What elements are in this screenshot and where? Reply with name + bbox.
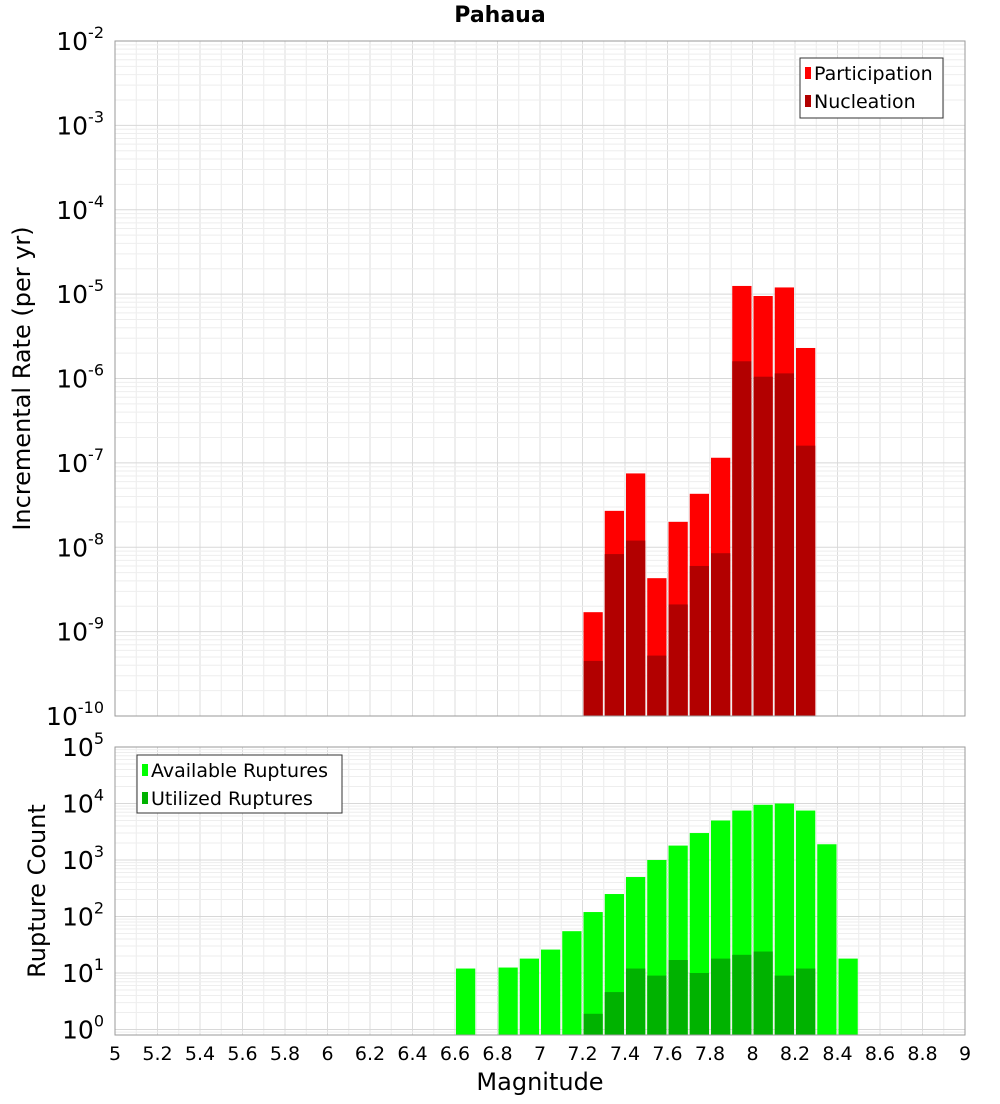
bar-nucleation	[604, 554, 624, 716]
y-axis-title: Incremental Rate (per yr)	[8, 226, 36, 530]
grid	[114, 40, 966, 717]
bar-available-ruptures	[562, 931, 582, 1035]
bar-utilized-ruptures	[604, 992, 624, 1035]
rupture-count-panel: 100 101 102 103 104 105 Rupture Count Available…	[23, 729, 971, 1065]
x-tick-label: 7.2	[567, 1043, 597, 1065]
bar-utilized-ruptures	[774, 975, 794, 1035]
legend-swatch	[142, 764, 148, 776]
y-tick-label: 10-5	[56, 276, 104, 309]
bar-nucleation	[647, 655, 667, 716]
x-tick-label: 8	[746, 1043, 758, 1065]
x-tick-label: 8.4	[822, 1043, 852, 1065]
bar-nucleation	[583, 660, 603, 716]
legend-swatch	[805, 95, 811, 107]
bar-nucleation	[774, 373, 794, 716]
x-tick-label: 5	[109, 1043, 121, 1065]
bars	[456, 803, 858, 1035]
y-tick-label: 10-7	[56, 445, 104, 478]
legend-box	[799, 57, 944, 119]
plot-frame	[114, 40, 966, 717]
bar-nucleation	[668, 604, 688, 716]
legend: Participation Nucleation	[799, 57, 944, 119]
bar-available-ruptures	[456, 968, 476, 1035]
bar-utilized-ruptures	[626, 968, 646, 1035]
x-tick-label: 9	[959, 1043, 971, 1065]
x-tick-label: 6	[321, 1043, 333, 1065]
x-tick-label: 7	[534, 1043, 546, 1065]
bar-available-ruptures	[583, 912, 603, 1035]
x-tick-label: 5.8	[270, 1043, 300, 1065]
legend-box	[136, 754, 343, 814]
y-tick-label: 104	[62, 786, 104, 819]
bar-available-ruptures	[817, 844, 837, 1035]
bar-utilized-ruptures	[753, 951, 773, 1035]
bar-nucleation	[626, 540, 646, 716]
x-tick-label: 8.2	[780, 1043, 810, 1065]
x-tick-label: 5.6	[227, 1043, 257, 1065]
legend-label: Available Ruptures	[151, 760, 328, 782]
y-tick-label: 102	[62, 899, 104, 932]
bar-nucleation	[753, 376, 773, 716]
y-axis-ticks: 10-10 10-9 10-8 10-7 10-6 10-5 10-4 10-3 10-2	[46, 23, 104, 731]
bar-nucleation	[711, 553, 731, 716]
bar-nucleation	[732, 361, 752, 716]
x-axis-ticks: 5 5.2 5.4 5.6 5.8 6 6.2 6.4 6.6 6.8 7 7.2 7.4 7.6 7.8 8…	[109, 1043, 971, 1065]
y-tick-label: 10-2	[56, 23, 104, 56]
x-tick-label: 6.6	[440, 1043, 470, 1065]
bar-available-ruptures	[498, 967, 518, 1035]
x-axis-title: Magnitude	[476, 1068, 603, 1096]
x-tick-label: 7.6	[652, 1043, 682, 1065]
x-tick-label: 8.8	[907, 1043, 937, 1065]
bar-utilized-ruptures	[689, 973, 709, 1035]
y-tick-label: 103	[62, 842, 104, 875]
y-tick-label: 101	[62, 955, 104, 988]
bar-available-ruptures	[838, 958, 858, 1035]
y-tick-label: 10-9	[56, 614, 104, 647]
bars	[583, 285, 816, 716]
x-tick-label: 8.6	[865, 1043, 895, 1065]
y-tick-label: 10-3	[56, 107, 104, 140]
plot-frame	[114, 746, 966, 1036]
legend: Available Ruptures Utilized Ruptures	[136, 754, 343, 814]
x-tick-label: 7.4	[610, 1043, 640, 1065]
bar-nucleation	[689, 565, 709, 716]
y-tick-label: 100	[62, 1012, 104, 1045]
bar-available-ruptures	[541, 949, 561, 1035]
bar-utilized-ruptures	[796, 968, 816, 1035]
x-tick-label: 7.8	[695, 1043, 725, 1065]
legend-swatch	[805, 67, 811, 79]
bar-utilized-ruptures	[583, 1013, 603, 1035]
bar-utilized-ruptures	[668, 959, 688, 1035]
legend-label: Nucleation	[814, 91, 916, 113]
x-tick-label: 6.2	[355, 1043, 385, 1065]
x-tick-label: 5.2	[142, 1043, 172, 1065]
legend-swatch	[142, 792, 148, 804]
bar-utilized-ruptures	[732, 954, 752, 1035]
bar-available-ruptures	[519, 958, 539, 1035]
y-tick-label: 10-6	[56, 361, 104, 394]
y-tick-label: 105	[62, 729, 104, 762]
participation-nucleation-panel: 10-10 10-9 10-8 10-7 10-6 10-5 10-4 10-3 10-2 Inc…	[8, 23, 966, 731]
bar-utilized-ruptures	[647, 975, 667, 1035]
y-tick-label: 10-10	[46, 698, 104, 731]
bar-utilized-ruptures	[711, 958, 731, 1035]
bar-nucleation	[796, 445, 816, 716]
y-tick-label: 10-4	[56, 192, 104, 225]
x-tick-label: 5.4	[185, 1043, 215, 1065]
y-axis-title: Rupture Count	[23, 804, 51, 978]
chart-title: Pahaua	[454, 3, 545, 28]
x-tick-label: 6.8	[482, 1043, 512, 1065]
legend-label: Participation	[814, 63, 933, 85]
y-tick-label: 10-8	[56, 529, 104, 562]
y-axis-ticks: 100 101 102 103 104 105	[62, 729, 104, 1045]
legend-label: Utilized Ruptures	[151, 788, 313, 810]
x-tick-label: 6.4	[397, 1043, 427, 1065]
